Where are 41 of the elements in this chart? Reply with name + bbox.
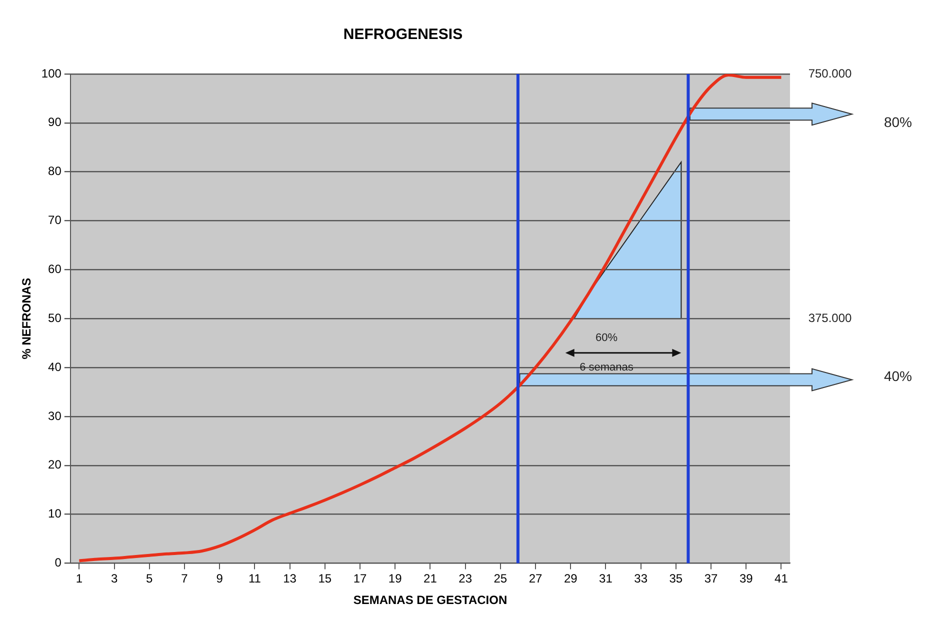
x-tick-label: 7 xyxy=(181,572,188,586)
x-tick-label: 13 xyxy=(283,572,297,586)
y-axis-title: % NEFRONAS xyxy=(20,278,34,360)
y-tick-label: 80 xyxy=(48,164,62,178)
x-tick-label: 37 xyxy=(704,572,718,586)
text: 375.000 xyxy=(808,310,852,325)
y-tick-label: 40 xyxy=(48,360,62,374)
y-tick-label: 70 xyxy=(48,213,62,228)
x-tick-label: 17 xyxy=(353,572,367,586)
text: 80% xyxy=(884,114,912,130)
x-tick-label: 11 xyxy=(248,572,262,586)
x-tick-label: 23 xyxy=(458,572,472,586)
x-tick-label: 39 xyxy=(739,572,754,586)
x-tick-label: 15 xyxy=(318,572,332,586)
x-tick-label: 19 xyxy=(388,572,402,586)
x-tick-label: 3 xyxy=(110,572,118,586)
x-tick-label: 9 xyxy=(216,572,224,586)
y-tick-label: 100 xyxy=(41,66,62,80)
x-tick-label: 35 xyxy=(669,572,683,586)
x-tick-label: 27 xyxy=(528,572,543,586)
y-tick-label: 10 xyxy=(48,506,62,521)
y-tick-label: 0 xyxy=(54,556,62,570)
x-tick-label: 1 xyxy=(76,572,83,586)
y-tick-label: 30 xyxy=(48,408,62,423)
line-series xyxy=(78,74,783,562)
y-tick-label: 50 xyxy=(48,310,62,325)
x-tick-label: 41 xyxy=(774,572,788,586)
text: 750.000 xyxy=(808,66,852,80)
x-axis-title: SEMANAS DE GESTACION xyxy=(353,593,508,608)
chart-title: NEFROGENESIS xyxy=(343,26,463,44)
x-tick-label: 21 xyxy=(424,572,438,586)
x-tick-label: 31 xyxy=(599,572,613,586)
x-tick-label: 29 xyxy=(564,572,578,586)
y-tick-label: 60 xyxy=(48,262,62,276)
x-tick-label: 5 xyxy=(146,572,154,586)
y-tick-label: 20 xyxy=(48,458,62,472)
annotation: 60% xyxy=(595,332,618,344)
y-tick-label: 90 xyxy=(48,115,62,130)
x-tick-label: 25 xyxy=(494,572,508,586)
text: 40% xyxy=(884,368,912,384)
x-tick-label: 33 xyxy=(634,572,648,586)
